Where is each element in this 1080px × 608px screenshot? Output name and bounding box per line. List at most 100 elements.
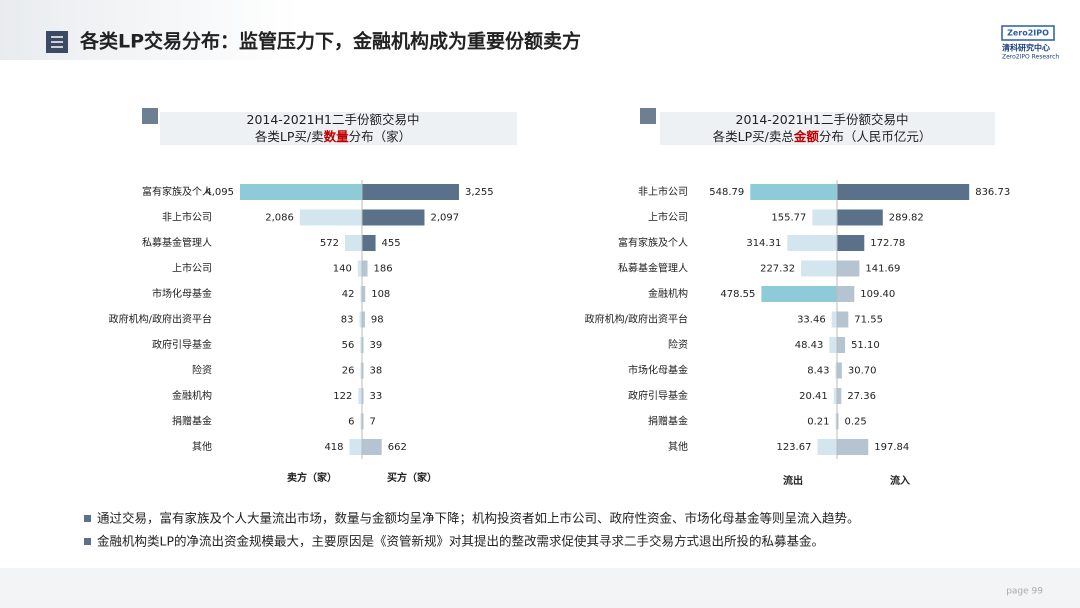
value-label: 140 [333, 264, 352, 275]
bar [359, 311, 362, 328]
chart-title-box [660, 112, 995, 145]
bullet-marker [84, 538, 91, 545]
category-label: 非上市公司 [162, 211, 212, 224]
value-label: 0.25 [845, 417, 867, 428]
chart-title: 各类LP买/卖总金额分布（人民币亿元） [713, 129, 932, 144]
value-label: 548.79 [709, 187, 744, 198]
category-label: 捐赠基金 [172, 415, 212, 428]
category-label: 金融机构 [648, 287, 688, 300]
category-label: 险资 [668, 338, 688, 351]
bar [837, 439, 869, 455]
value-label: 30.70 [848, 366, 877, 377]
category-label: 政府机构/政府出资平台 [109, 313, 212, 326]
bar [240, 184, 362, 200]
chart-title-part: 分布（家） [349, 129, 412, 144]
value-label: 6 [348, 417, 354, 428]
logo-badge [1001, 25, 1055, 41]
bar [358, 388, 362, 404]
bar [837, 388, 842, 404]
value-label: 186 [374, 264, 393, 275]
bar [835, 413, 837, 430]
value-label: 7 [370, 417, 376, 428]
logo-sub: Zero2IPO Research [1002, 54, 1059, 61]
logo-badge-text: Zero2IPO [1007, 29, 1049, 38]
bar [349, 439, 362, 455]
bar [362, 362, 364, 379]
value-label: 123.67 [776, 442, 811, 453]
category-label: 险资 [192, 364, 212, 377]
chart-title-part: 2014-2021H1二手份额交易中 [247, 112, 420, 127]
bullet-marker [84, 515, 91, 522]
chart-title-part: 2014-2021H1二手份额交易中 [736, 112, 909, 127]
value-label: 48.43 [795, 340, 824, 351]
value-label: 0.21 [807, 417, 829, 428]
value-label: 3,255 [465, 187, 494, 198]
value-label: 108 [371, 289, 390, 300]
value-label: 8.43 [807, 366, 829, 377]
category-label: 非上市公司 [638, 185, 688, 198]
bar [344, 235, 362, 251]
bar [837, 209, 883, 226]
header-icon-lines [51, 36, 63, 48]
value-label: 33.46 [797, 315, 826, 326]
bar [837, 260, 860, 277]
value-label: 38 [370, 366, 383, 377]
bar [360, 337, 362, 353]
bullet-text: 金融机构类LP的净流出资金规模最大，主要原因是《资管新规》对其提出的整改需求促使… [97, 534, 824, 549]
value-label: 42 [342, 289, 355, 300]
value-label: 418 [324, 442, 343, 453]
value-label: 155.77 [771, 213, 806, 224]
chart-title-part: 分布（人民币亿元） [819, 129, 932, 144]
category-label: 市场化母基金 [152, 287, 212, 300]
bar [362, 439, 382, 455]
bar [812, 209, 837, 226]
bar [362, 413, 364, 430]
value-label: 478.55 [720, 289, 755, 300]
chart-title-part: 各类LP买/卖 [255, 129, 324, 144]
value-label: 4,095 [205, 187, 234, 198]
bar [362, 311, 365, 328]
bar [362, 337, 364, 353]
value-label: 98 [371, 315, 384, 326]
value-label: 39 [370, 340, 383, 351]
bar [787, 235, 837, 251]
bar [837, 413, 839, 430]
category-label: 政府机构/政府出资平台 [585, 313, 688, 326]
value-label: 141.69 [865, 264, 900, 275]
chart-title-marker [142, 108, 158, 124]
value-label: 572 [320, 238, 339, 249]
chart-title-box [160, 112, 517, 145]
value-label: 227.32 [760, 264, 795, 275]
bar [362, 209, 425, 226]
bar [761, 286, 837, 302]
category-label: 上市公司 [648, 211, 688, 224]
value-label: 20.41 [799, 391, 828, 402]
value-label: 455 [382, 238, 401, 249]
footer-bg [0, 568, 1080, 608]
value-label: 2,086 [265, 213, 294, 224]
chart-title-part: 金额 [793, 129, 820, 144]
chart-title-marker [640, 108, 656, 124]
category-label: 富有家族及个人 [618, 236, 688, 249]
value-label: 289.82 [889, 213, 924, 224]
bar [837, 362, 842, 379]
bar [837, 337, 846, 353]
value-label: 2,097 [430, 213, 459, 224]
category-label: 捐赠基金 [648, 415, 688, 428]
bar [833, 388, 837, 404]
page-number: page 99 [1006, 587, 1043, 597]
series-name: 流入 [890, 474, 910, 487]
category-label: 其他 [668, 440, 688, 453]
bar [362, 286, 366, 302]
value-label: 122 [333, 391, 352, 402]
value-label: 33 [370, 391, 383, 402]
bar [837, 286, 855, 302]
value-label: 172.78 [870, 238, 905, 249]
bar [362, 388, 364, 404]
bar [299, 209, 362, 226]
chart-title: 2014-2021H1二手份额交易中 [736, 112, 909, 127]
chart-title: 各类LP买/卖数量分布（家） [255, 129, 411, 144]
bar [362, 184, 459, 200]
value-label: 71.55 [854, 315, 883, 326]
